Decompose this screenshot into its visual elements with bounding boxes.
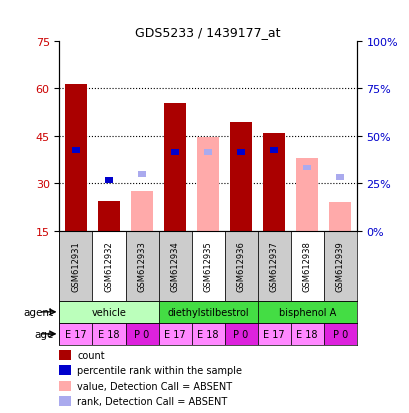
Bar	[59, 231, 92, 301]
Bar	[59, 301, 158, 323]
Bar	[65, 84, 86, 231]
Bar	[257, 231, 290, 301]
Bar	[257, 301, 356, 323]
Text: vehicle: vehicle	[91, 307, 126, 317]
Text: P 0: P 0	[233, 329, 248, 339]
Bar	[125, 231, 158, 301]
Bar	[158, 301, 257, 323]
Bar	[197, 138, 218, 231]
Bar	[92, 323, 125, 345]
Text: count: count	[77, 350, 105, 360]
Bar	[105, 178, 112, 184]
Bar	[158, 323, 191, 345]
Text: E 17: E 17	[263, 329, 284, 339]
Bar	[98, 201, 119, 231]
Text: E 18: E 18	[98, 329, 119, 339]
Text: GSM612936: GSM612936	[236, 241, 245, 292]
Text: E 18: E 18	[197, 329, 218, 339]
Bar	[191, 323, 224, 345]
Text: E 17: E 17	[65, 329, 87, 339]
Text: bisphenol A: bisphenol A	[278, 307, 335, 317]
Bar	[59, 381, 71, 391]
Text: age: age	[34, 329, 53, 339]
Bar	[257, 323, 290, 345]
Bar	[59, 350, 71, 360]
Text: GSM612933: GSM612933	[137, 241, 146, 292]
Text: GSM612937: GSM612937	[269, 241, 278, 292]
Bar	[191, 231, 224, 301]
Bar	[296, 159, 317, 231]
Text: GSM612938: GSM612938	[302, 241, 311, 292]
Bar	[138, 171, 146, 177]
Text: GSM612931: GSM612931	[71, 241, 80, 292]
Text: GSM612939: GSM612939	[335, 241, 344, 292]
Bar	[164, 103, 185, 231]
Bar	[329, 203, 350, 231]
Bar	[290, 323, 323, 345]
Title: GDS5233 / 1439177_at: GDS5233 / 1439177_at	[135, 26, 280, 39]
Text: E 17: E 17	[164, 329, 185, 339]
Text: percentile rank within the sample: percentile rank within the sample	[77, 365, 242, 375]
Bar	[263, 133, 284, 231]
Text: rank, Detection Call = ABSENT: rank, Detection Call = ABSENT	[77, 396, 227, 406]
Text: E 18: E 18	[296, 329, 317, 339]
Text: agent: agent	[23, 307, 53, 317]
Bar	[125, 323, 158, 345]
Bar	[230, 122, 251, 231]
Bar	[270, 148, 277, 154]
Bar	[224, 323, 257, 345]
Bar	[171, 150, 178, 155]
Bar	[303, 165, 310, 171]
Text: GSM612935: GSM612935	[203, 241, 212, 292]
Bar	[323, 323, 356, 345]
Bar	[323, 231, 356, 301]
Bar	[59, 365, 71, 375]
Bar	[59, 323, 92, 345]
Text: GSM612932: GSM612932	[104, 241, 113, 292]
Text: P 0: P 0	[332, 329, 347, 339]
Bar	[204, 150, 211, 155]
Bar	[72, 148, 79, 154]
Text: value, Detection Call = ABSENT: value, Detection Call = ABSENT	[77, 381, 232, 391]
Text: GSM612934: GSM612934	[170, 241, 179, 292]
Bar	[290, 231, 323, 301]
Bar	[224, 231, 257, 301]
Bar	[131, 192, 153, 231]
Bar	[59, 396, 71, 406]
Bar	[237, 150, 244, 155]
Bar	[92, 231, 125, 301]
Text: diethylstilbestrol: diethylstilbestrol	[167, 307, 248, 317]
Bar	[158, 231, 191, 301]
Bar	[336, 175, 343, 180]
Text: P 0: P 0	[134, 329, 149, 339]
